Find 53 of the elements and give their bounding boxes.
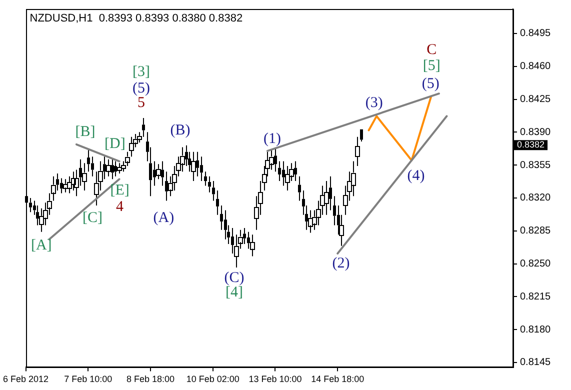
annotation: (1) <box>264 130 282 147</box>
annotation: (5) <box>422 76 440 92</box>
candlestick <box>355 136 360 167</box>
candlestick <box>285 166 290 191</box>
y-tick-label: 0.8390 <box>520 126 552 138</box>
annotation: 4 <box>116 199 124 216</box>
chart-title: NZDUSD,H1 0.8393 0.8393 0.8380 0.8382 <box>30 12 243 25</box>
x-tick-label: 14 Feb 18:00 <box>311 374 364 384</box>
candlestick <box>180 146 185 172</box>
annotation: (2) <box>332 255 350 272</box>
candlestick <box>67 176 72 194</box>
x-tick-label: 13 Feb 10:00 <box>248 374 302 384</box>
y-tick-label: 0.8495 <box>520 28 552 40</box>
annotation: (3) <box>365 95 383 112</box>
annotation: [D] <box>104 136 126 152</box>
y-tick-label: 0.8355 <box>520 160 552 171</box>
x-tick-label: 7 Feb 10:00 <box>64 374 112 384</box>
annotation: [4] <box>226 284 244 300</box>
candlestick <box>129 136 134 158</box>
annotation: (5) <box>132 80 150 96</box>
annotation: (A) <box>153 210 174 226</box>
annotation: [A] <box>30 238 52 254</box>
annotation: (B) <box>170 122 190 138</box>
annotation: [B] <box>75 124 96 140</box>
candlestick <box>71 171 76 191</box>
candlestick <box>82 162 87 191</box>
candlestick <box>324 180 329 216</box>
y-tick-label: 0.8320 <box>520 192 552 204</box>
y-tick-label: 0.8180 <box>520 324 552 336</box>
annotation: [E] <box>110 182 130 199</box>
annotation: 5 <box>137 95 145 112</box>
candlestick <box>191 151 196 182</box>
y-tick-label: 0.8425 <box>520 94 552 106</box>
y-tick-label: 0.8250 <box>520 258 552 270</box>
x-tick-label: 8 Feb 18:00 <box>126 374 175 384</box>
annotation: [C] <box>82 210 103 226</box>
text: 0.8382 <box>517 140 545 150</box>
y-tick-label: 0.8145 <box>520 357 552 368</box>
x-tick-label: 10 Feb 02:00 <box>186 374 240 384</box>
annotation: [5] <box>422 58 440 74</box>
x-tick-label: 6 Feb 2012 <box>2 374 49 384</box>
annotation: (C) <box>224 270 244 286</box>
candlestick <box>351 160 356 197</box>
y-tick-label: 0.8215 <box>520 291 552 302</box>
annotation: (4) <box>407 168 425 184</box>
candlestick <box>250 234 255 257</box>
candlestick <box>63 178 68 193</box>
y-tick-label: 0.8460 <box>520 61 552 72</box>
annotation: C <box>426 42 437 58</box>
candlestick <box>106 158 111 177</box>
candlestick <box>308 210 313 234</box>
y-tick-label: 0.8285 <box>520 226 552 237</box>
annotation: [3] <box>132 64 150 80</box>
